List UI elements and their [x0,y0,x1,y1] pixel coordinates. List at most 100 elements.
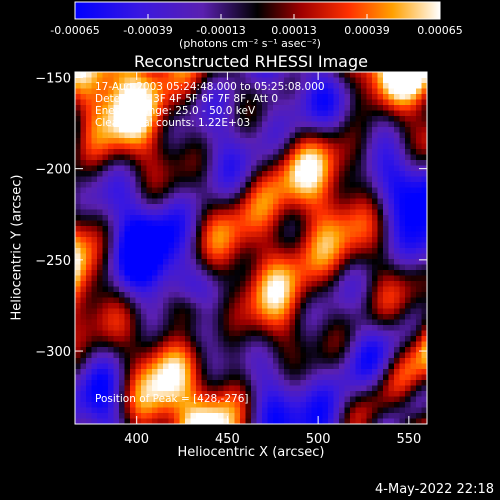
heatmap-cell [300,380,307,386]
heatmap-cell [86,237,92,243]
heatmap-cell [234,374,241,381]
heatmap-cell [416,209,422,216]
heatmap-cell [240,215,246,221]
heatmap-cell [174,380,180,386]
colorbar-tick-label: -0.00013 [196,24,245,37]
heatmap-cell [405,369,411,375]
heatmap-cell [251,105,257,111]
heatmap-cell [135,385,142,392]
heatmap-cell [350,407,356,414]
heatmap-cell [388,325,395,331]
heatmap-cell [234,143,241,150]
heatmap-cell [377,385,384,392]
heatmap-cell [113,99,120,106]
heatmap-cell [388,264,395,271]
heatmap-cell [251,220,257,227]
heatmap-cell [240,198,246,205]
heatmap-cell [394,154,400,161]
heatmap-cell [207,154,213,161]
heatmap-cell [328,286,334,293]
heatmap-cell [322,143,329,150]
heatmap-cell [174,391,180,397]
heatmap-cell [366,220,373,227]
heatmap-cell [311,193,318,199]
heatmap-cell [75,413,81,419]
heatmap-cell [245,270,252,276]
heatmap-cell [223,391,230,397]
heatmap-cell [185,259,191,265]
heatmap-cell [339,215,345,221]
heatmap-cell [86,363,92,370]
heatmap-cell [328,165,334,172]
heatmap-cell [190,363,197,370]
heatmap-cell [80,402,87,408]
heatmap-cell [119,292,125,298]
heatmap-cell [344,319,351,326]
heatmap-cell [284,330,290,337]
heatmap-cell [196,380,202,386]
heatmap-cell [344,209,351,216]
heatmap-cell [405,297,411,304]
heatmap-cell [262,143,268,150]
heatmap-cell [240,105,246,111]
heatmap-cell [289,242,296,249]
heatmap-cell [388,303,395,309]
heatmap-cell [317,77,323,84]
heatmap-cell [168,358,175,364]
heatmap-cell [344,116,351,122]
heatmap-cell [163,303,169,309]
heatmap-cell [163,308,169,315]
heatmap-cell [97,110,103,117]
heatmap-cell [157,77,164,84]
heatmap-cell [295,83,301,89]
heatmap-cell [311,413,318,419]
heatmap-cell [185,72,191,78]
heatmap-cell [339,369,345,375]
heatmap-cell [157,391,164,397]
heatmap-cell [262,94,268,100]
heatmap-cell [163,270,169,276]
heatmap-cell [135,193,142,199]
heatmap-cell [152,347,158,353]
heatmap-cell [229,391,235,397]
heatmap-cell [278,314,285,320]
heatmap-cell [157,154,164,161]
heatmap-cell [86,330,92,337]
heatmap-cell [350,204,356,210]
heatmap-cell [196,248,202,254]
heatmap-cell [377,259,384,265]
heatmap-cell [262,396,268,403]
heatmap-cell [410,308,417,315]
heatmap-cell [179,143,186,150]
heatmap-cell [108,83,114,89]
heatmap-cell [284,160,290,166]
heatmap-cell [245,292,252,298]
heatmap-cell [383,105,389,111]
heatmap-cell [383,204,389,210]
heatmap-cell [416,286,422,293]
heatmap-cell [344,160,351,166]
heatmap-cell [300,325,307,331]
heatmap-cell [333,347,340,353]
heatmap-cell [80,407,87,414]
heatmap-cell [295,325,301,331]
heatmap-cell [377,369,384,375]
heatmap-cell [377,352,384,359]
heatmap-cell [421,121,428,128]
heatmap-cell [377,83,384,89]
heatmap-cell [383,127,389,133]
heatmap-cell [339,286,345,293]
heatmap-cell [229,187,235,194]
heatmap-cell [306,281,312,287]
heatmap-cell [80,165,87,172]
heatmap-cell [262,330,268,337]
heatmap-cell [240,413,246,419]
heatmap-cell [366,176,373,183]
heatmap-cell [300,215,307,221]
heatmap-cell [212,319,219,326]
heatmap-cell [163,215,169,221]
heatmap-cell [388,369,395,375]
heatmap-cell [97,215,103,221]
heatmap-cell [339,121,345,128]
heatmap-cell [410,193,417,199]
